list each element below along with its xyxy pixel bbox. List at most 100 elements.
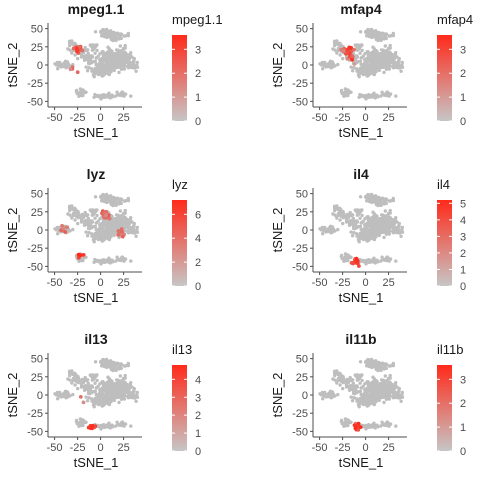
data-point (86, 51, 91, 55)
data-point (348, 385, 352, 389)
data-point (115, 90, 119, 94)
legend-tick-label: 6 (195, 209, 201, 221)
data-point (108, 95, 113, 99)
data-point (115, 255, 119, 259)
data-point (364, 223, 368, 227)
data-point (351, 213, 355, 217)
data-point (79, 385, 84, 389)
data-point (92, 45, 97, 49)
data-point (400, 62, 404, 67)
data-point (79, 420, 84, 424)
data-point (388, 208, 392, 213)
data-point (98, 232, 103, 236)
data-point (86, 58, 90, 62)
data-point (95, 43, 99, 47)
data-point (88, 384, 93, 388)
data-point (370, 66, 374, 70)
data-point (93, 381, 97, 385)
data-point (377, 34, 382, 39)
data-point (131, 224, 136, 228)
data-point (54, 63, 58, 67)
data-point (363, 397, 367, 401)
data-point (83, 45, 87, 50)
y-tick-label: 25 (31, 207, 43, 219)
y-axis-title: tSNE_2 (5, 373, 20, 418)
data-point (121, 92, 125, 97)
data-point (76, 386, 80, 391)
data-point (393, 225, 397, 229)
data-point (88, 373, 93, 377)
data-point (377, 364, 382, 369)
data-point (335, 381, 339, 385)
data-point (351, 381, 355, 385)
data-point (104, 388, 109, 392)
data-point (352, 231, 356, 235)
data-point (110, 52, 114, 56)
legend-tick-label: 3 (195, 392, 201, 404)
legend-tick-label: 2 (460, 248, 466, 260)
data-point (363, 64, 367, 68)
y-axis-title: tSNE_2 (5, 43, 20, 88)
data-point (93, 360, 98, 364)
y-tick-label: 25 (296, 42, 308, 54)
data-point (384, 55, 388, 60)
data-point (67, 371, 72, 375)
data-point (364, 360, 368, 364)
data-point (360, 233, 364, 237)
data-point (122, 364, 127, 368)
data-point (115, 420, 119, 424)
data-point (104, 27, 109, 32)
data-point (342, 94, 346, 98)
data-point (126, 31, 130, 36)
data-point (95, 233, 99, 237)
data-point (115, 31, 120, 35)
data-point (76, 56, 80, 61)
data-point (367, 403, 371, 407)
data-point-expressing (349, 46, 354, 50)
data-point (111, 95, 115, 99)
data-point (64, 392, 69, 397)
data-point-expressing (100, 211, 104, 216)
data-point (98, 394, 102, 398)
data-point (364, 401, 368, 405)
data-point (343, 252, 348, 256)
y-tick-label: -25 (292, 78, 308, 90)
data-point (356, 234, 361, 238)
data-point (366, 94, 370, 99)
data-point (364, 262, 368, 266)
data-point (118, 44, 123, 48)
data-point (99, 195, 103, 199)
data-point (351, 216, 355, 220)
data-point (389, 385, 393, 390)
data-point (114, 65, 118, 70)
data-point (106, 72, 110, 76)
data-point (111, 227, 115, 232)
data-point (93, 59, 98, 64)
data-point (79, 379, 83, 383)
legend-tick-label: 2 (195, 410, 201, 422)
y-tick-label: -25 (292, 243, 308, 255)
data-point (383, 365, 388, 370)
data-point (369, 385, 373, 389)
data-point (91, 399, 96, 403)
y-tick-label: -50 (292, 261, 308, 273)
data-point-expressing (350, 57, 354, 62)
data-point (99, 30, 103, 34)
data-point (116, 61, 121, 65)
data-point (336, 62, 340, 67)
data-point (358, 51, 362, 55)
data-point (369, 223, 373, 227)
data-point (111, 425, 115, 429)
data-point (112, 199, 117, 204)
data-point (358, 30, 363, 34)
legend-colorbar (437, 200, 452, 286)
data-point (72, 207, 76, 211)
data-point-expressing (351, 261, 355, 266)
data-point (391, 196, 395, 201)
legend-tick-label: 2 (195, 257, 201, 269)
data-point (379, 383, 384, 387)
data-point (360, 213, 364, 218)
data-point (98, 229, 102, 233)
data-point (366, 259, 370, 264)
